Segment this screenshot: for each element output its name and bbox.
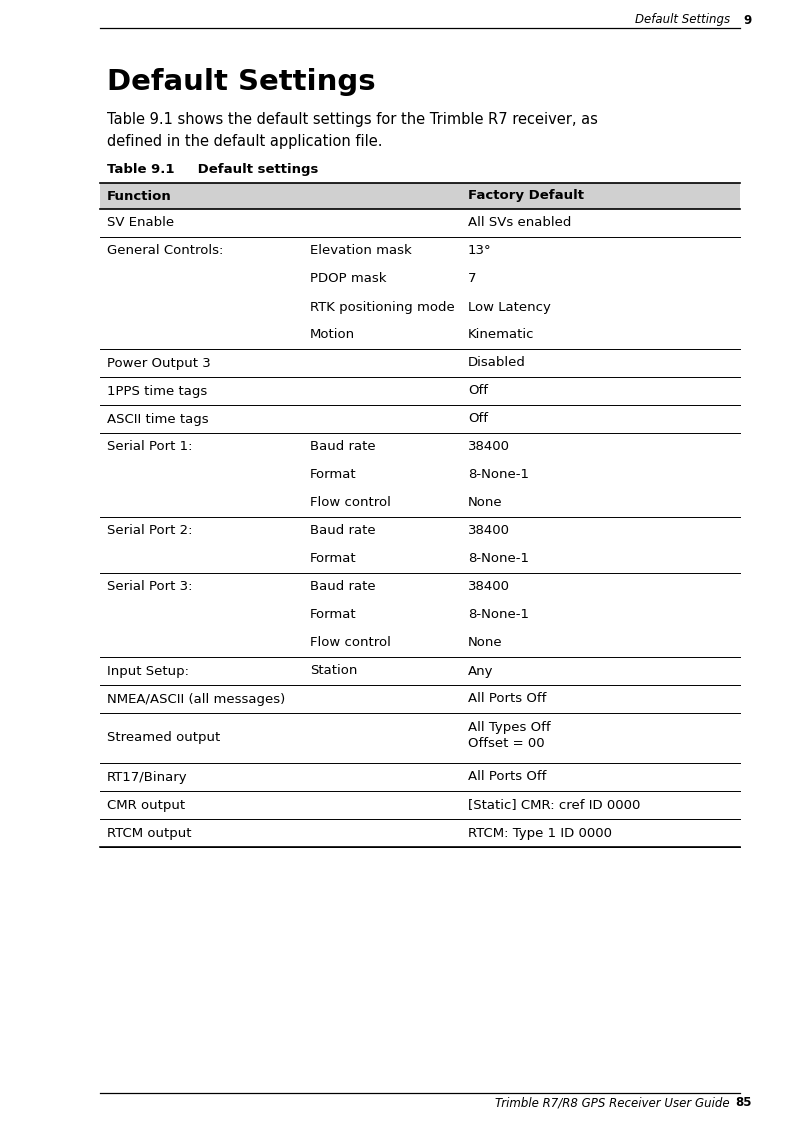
Text: SV Enable: SV Enable [107, 216, 174, 230]
Text: Factory Default: Factory Default [468, 189, 584, 203]
Text: Disabled: Disabled [468, 356, 526, 370]
Bar [100, 183, 740, 209]
Text: Function: Function [107, 189, 172, 203]
Text: RTCM output: RTCM output [107, 826, 192, 840]
Text: Format: Format [310, 553, 356, 565]
Text: General Controls:: General Controls: [107, 244, 223, 258]
Text: Kinematic: Kinematic [468, 328, 535, 342]
Text: None: None [468, 497, 503, 510]
Text: 38400: 38400 [468, 441, 510, 454]
Text: All SVs enabled: All SVs enabled [468, 216, 571, 230]
Text: Flow control: Flow control [310, 637, 391, 649]
Text: 8-None-1: 8-None-1 [468, 553, 529, 565]
Text: Station: Station [310, 665, 357, 677]
Text: 9: 9 [744, 13, 752, 27]
Text: Trimble R7/R8 GPS Receiver User Guide: Trimble R7/R8 GPS Receiver User Guide [495, 1096, 730, 1110]
Text: Default Settings: Default Settings [635, 13, 730, 27]
Text: CMR output: CMR output [107, 798, 185, 812]
Text: Table 9.1 shows the default settings for the Trimble R7 receiver, as
defined in : Table 9.1 shows the default settings for… [107, 112, 598, 149]
Text: Input Setup:: Input Setup: [107, 665, 189, 677]
Text: [Static] CMR: cref ID 0000: [Static] CMR: cref ID 0000 [468, 798, 641, 812]
Text: Table 9.1     Default settings: Table 9.1 Default settings [107, 163, 318, 176]
Text: Offset = 00: Offset = 00 [468, 736, 545, 750]
Text: 8-None-1: 8-None-1 [468, 609, 529, 621]
Text: 38400: 38400 [468, 581, 510, 593]
Text: Off: Off [468, 413, 488, 426]
Text: Default Settings: Default Settings [107, 68, 375, 96]
Text: Off: Off [468, 385, 488, 398]
Text: PDOP mask: PDOP mask [310, 272, 386, 286]
Text: All Ports Off: All Ports Off [468, 770, 546, 784]
Text: Flow control: Flow control [310, 497, 391, 510]
Text: RTCM: Type 1 ID 0000: RTCM: Type 1 ID 0000 [468, 826, 612, 840]
Text: Streamed output: Streamed output [107, 732, 220, 744]
Text: Baud rate: Baud rate [310, 525, 375, 537]
Text: None: None [468, 637, 503, 649]
Text: RT17/Binary: RT17/Binary [107, 770, 188, 784]
Text: Low Latency: Low Latency [468, 300, 551, 314]
Text: 1PPS time tags: 1PPS time tags [107, 385, 208, 398]
Text: All Types Off: All Types Off [468, 721, 550, 734]
Text: Serial Port 3:: Serial Port 3: [107, 581, 192, 593]
Text: RTK positioning mode: RTK positioning mode [310, 300, 455, 314]
Text: 38400: 38400 [468, 525, 510, 537]
Text: 8-None-1: 8-None-1 [468, 469, 529, 482]
Text: Serial Port 1:: Serial Port 1: [107, 441, 192, 454]
Text: ASCII time tags: ASCII time tags [107, 413, 208, 426]
Text: 85: 85 [736, 1096, 752, 1110]
Text: Baud rate: Baud rate [310, 441, 375, 454]
Text: 13°: 13° [468, 244, 492, 258]
Text: Serial Port 2:: Serial Port 2: [107, 525, 192, 537]
Text: Power Output 3: Power Output 3 [107, 356, 211, 370]
Text: NMEA/ASCII (all messages): NMEA/ASCII (all messages) [107, 693, 285, 705]
Text: Format: Format [310, 609, 356, 621]
Text: Motion: Motion [310, 328, 355, 342]
Text: All Ports Off: All Ports Off [468, 693, 546, 705]
Text: Elevation mask: Elevation mask [310, 244, 412, 258]
Text: Any: Any [468, 665, 493, 677]
Text: Format: Format [310, 469, 356, 482]
Text: 7: 7 [468, 272, 477, 286]
Text: Baud rate: Baud rate [310, 581, 375, 593]
